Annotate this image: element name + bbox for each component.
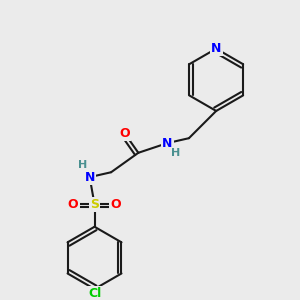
- Text: O: O: [68, 198, 78, 211]
- Text: Cl: Cl: [88, 287, 101, 300]
- Text: N: N: [85, 171, 95, 184]
- Text: H: H: [78, 160, 88, 170]
- Text: S: S: [90, 198, 99, 211]
- Text: H: H: [171, 148, 180, 158]
- Text: O: O: [111, 198, 121, 211]
- Text: O: O: [119, 127, 130, 140]
- Text: N: N: [211, 42, 221, 55]
- Text: N: N: [162, 136, 173, 150]
